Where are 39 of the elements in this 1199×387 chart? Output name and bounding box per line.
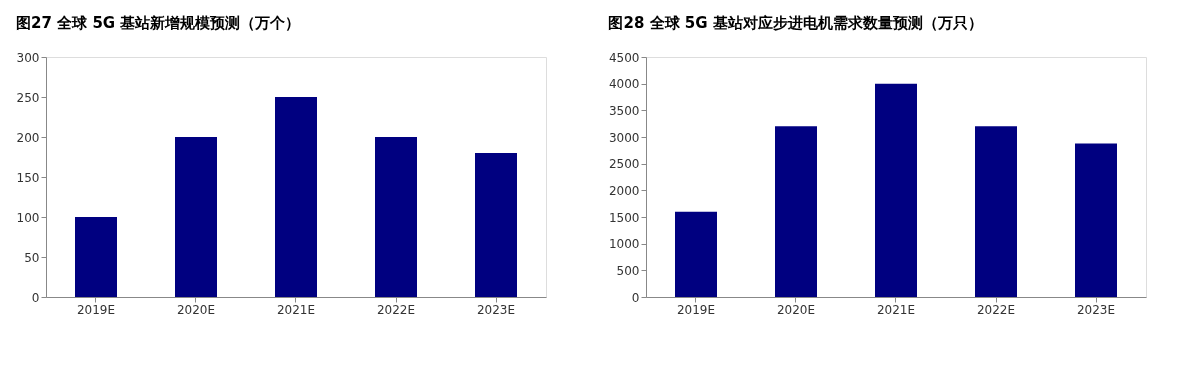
y-tick-label: 4500 [608, 50, 640, 65]
y-tick-label: 100 [16, 210, 40, 225]
x-tick-label: 2022E [976, 302, 1016, 317]
x-tick-label: 2019E [76, 302, 116, 317]
y-tick-label: 150 [16, 170, 40, 185]
x-tick-label: 2023E [1076, 302, 1116, 317]
bar [275, 97, 317, 297]
y-tick-label: 2000 [608, 183, 640, 198]
y-tick-label: 500 [616, 263, 640, 278]
bar [475, 153, 517, 297]
y-tick-label: 1500 [608, 210, 640, 225]
bar [175, 137, 217, 297]
y-tick-label: 300 [16, 50, 40, 65]
y-tick-label: 3000 [608, 130, 640, 145]
x-tick-label: 2019E [676, 302, 716, 317]
bar [675, 211, 717, 297]
x-tick-label: 2020E [176, 302, 216, 317]
bar [875, 83, 917, 297]
bar [975, 126, 1017, 297]
x-tick-label: 2021E [276, 302, 316, 317]
chart-title: 图28 全球 5G 基站对应步进电机需求数量预测（万只） [608, 14, 983, 32]
y-tick-label: 3500 [608, 103, 640, 118]
y-tick-label: 1000 [608, 237, 640, 252]
y-tick-label: 0 [631, 290, 640, 305]
bar [775, 126, 817, 297]
y-tick-label: 4000 [608, 77, 640, 92]
y-tick-label: 0 [31, 290, 40, 305]
chart-title: 图27 全球 5G 基站新增规模预测（万个） [16, 14, 301, 32]
x-tick-label: 2021E [876, 302, 916, 317]
bar [375, 137, 417, 297]
y-tick-label: 250 [16, 90, 40, 105]
y-tick-label: 2500 [608, 157, 640, 172]
x-tick-label: 2023E [476, 302, 516, 317]
x-tick-label: 2020E [776, 302, 816, 317]
y-tick-label: 200 [16, 130, 40, 145]
x-tick-label: 2022E [376, 302, 416, 317]
bar [1075, 143, 1117, 297]
y-tick-label: 50 [24, 250, 40, 265]
bar [75, 217, 117, 297]
